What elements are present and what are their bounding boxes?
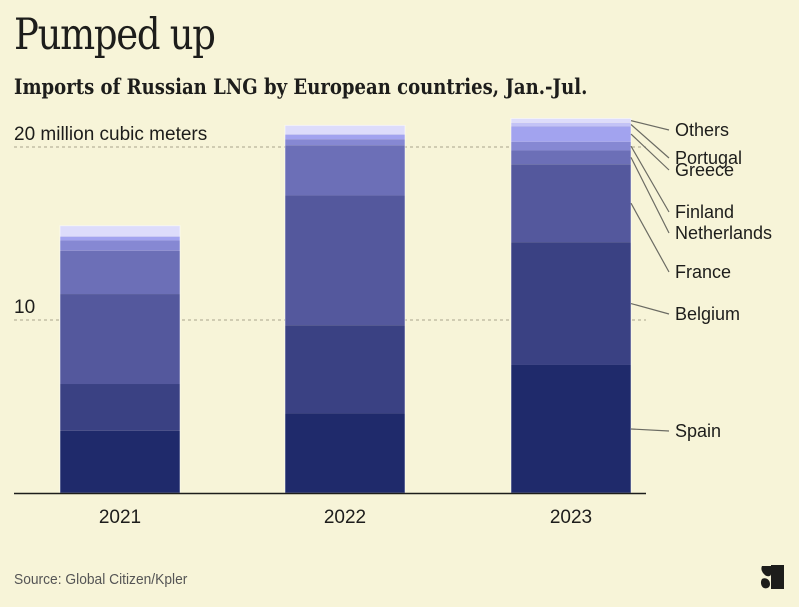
bar-segment-others-2023 [511,118,631,123]
chart-title: Pumped up [14,10,216,60]
leader-line-others [630,120,670,131]
x-tick-label: 2021 [99,507,141,528]
series-label-spain: Spain [675,421,721,441]
bar-segment-others-2022 [285,125,405,135]
bar-segment-spain-2023 [511,364,631,493]
x-tick-label: 2023 [550,507,592,528]
brand-s-logo-icon [760,565,784,589]
bar-segment-france-2022 [285,195,405,326]
bar-segment-netherlands-2022 [285,145,405,196]
bar-segment-france-2023 [511,164,631,243]
bars [59,117,632,494]
y-tick-label: 10 [14,297,35,318]
bar-segment-portugal-2022 [285,134,405,135]
bar-segment-finland-2021 [60,240,180,251]
bar-segment-france-2021 [60,294,180,385]
leader-line-finland [630,145,670,213]
bar-segment-spain-2021 [60,430,180,493]
source-note: Source: Global Citizen/Kpler [14,571,188,588]
bar-segment-greece-2022 [285,134,405,140]
bar-segment-netherlands-2021 [60,250,180,295]
chart-subtitle: Imports of Russian LNG by European count… [14,74,588,99]
bar-segment-portugal-2023 [511,122,631,127]
bar-segment-belgium-2022 [285,325,405,414]
bar-segment-finland-2023 [511,141,631,151]
leader-line-spain [630,428,670,432]
series-label-others: Others [675,120,729,140]
bar-segment-belgium-2023 [511,242,631,365]
leader-line-greece [630,133,670,171]
bar-2022 [284,124,406,494]
leader-line-portugal [630,124,670,159]
bar-segment-belgium-2021 [60,384,180,431]
series-label-france: France [675,262,731,282]
y-tick-label: 20 million cubic meters [14,124,207,145]
series-label-finland: Finland [675,202,734,222]
series-label-portugal: Portugal [675,148,742,168]
x-tick-labels: 2021 2022 2023 [99,507,592,528]
bar-segment-others-2021 [60,225,180,237]
bar-segment-portugal-2021 [60,236,180,237]
leader-line-france [630,202,670,273]
series-label-belgium: Belgium [675,304,740,324]
x-tick-label: 2022 [324,507,366,528]
bar-segment-spain-2022 [285,413,405,493]
bar-2023 [510,117,632,494]
bar-segment-greece-2021 [60,236,180,241]
series-label-greece: Greece [675,160,734,180]
bar-2021 [59,225,181,494]
label-leader-lines [630,120,670,432]
leader-line-netherlands [630,157,670,234]
y-tick-labels: 10 20 million cubic meters [14,124,207,318]
bar-segment-finland-2022 [285,139,405,146]
leader-line-belgium [630,302,670,315]
series-label-netherlands: Netherlands [675,223,772,243]
bar-segment-greece-2023 [511,126,631,142]
bar-segment-netherlands-2023 [511,150,631,165]
